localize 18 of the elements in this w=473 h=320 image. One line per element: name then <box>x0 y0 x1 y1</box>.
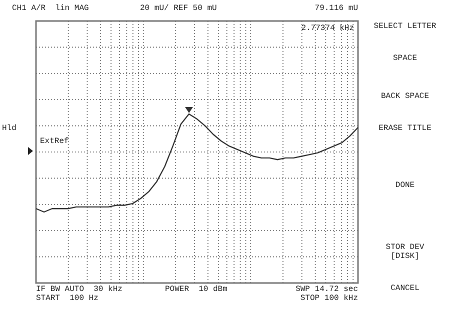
text: BACK SPACE <box>380 92 430 101</box>
text: Hld <box>2 124 18 133</box>
text: IF BW AUTO 30 kHz <box>36 285 124 294</box>
text: 2.77374 kHz <box>300 24 354 33</box>
annotation: ExtRef <box>40 137 70 146</box>
text: ERASE TITLE <box>378 124 432 133</box>
text: 79.116 mU <box>314 4 358 13</box>
text: STOR DEV [DISK] <box>384 243 426 261</box>
text: SWP 14.72 sec <box>294 285 358 294</box>
text: SPACE <box>392 54 418 63</box>
text: DONE <box>394 181 416 190</box>
text: START 100 Hz <box>36 294 100 303</box>
text: CANCEL <box>390 284 420 293</box>
chart-subtitle: 20 mU/ REF 50 mU <box>140 4 217 13</box>
text: SELECT LETTER <box>372 22 438 31</box>
text: STOP 100 kHz <box>299 294 358 303</box>
chart-title: CH1 A/R lin MAG <box>12 4 89 13</box>
text: POWER 10 dBm <box>165 285 228 294</box>
